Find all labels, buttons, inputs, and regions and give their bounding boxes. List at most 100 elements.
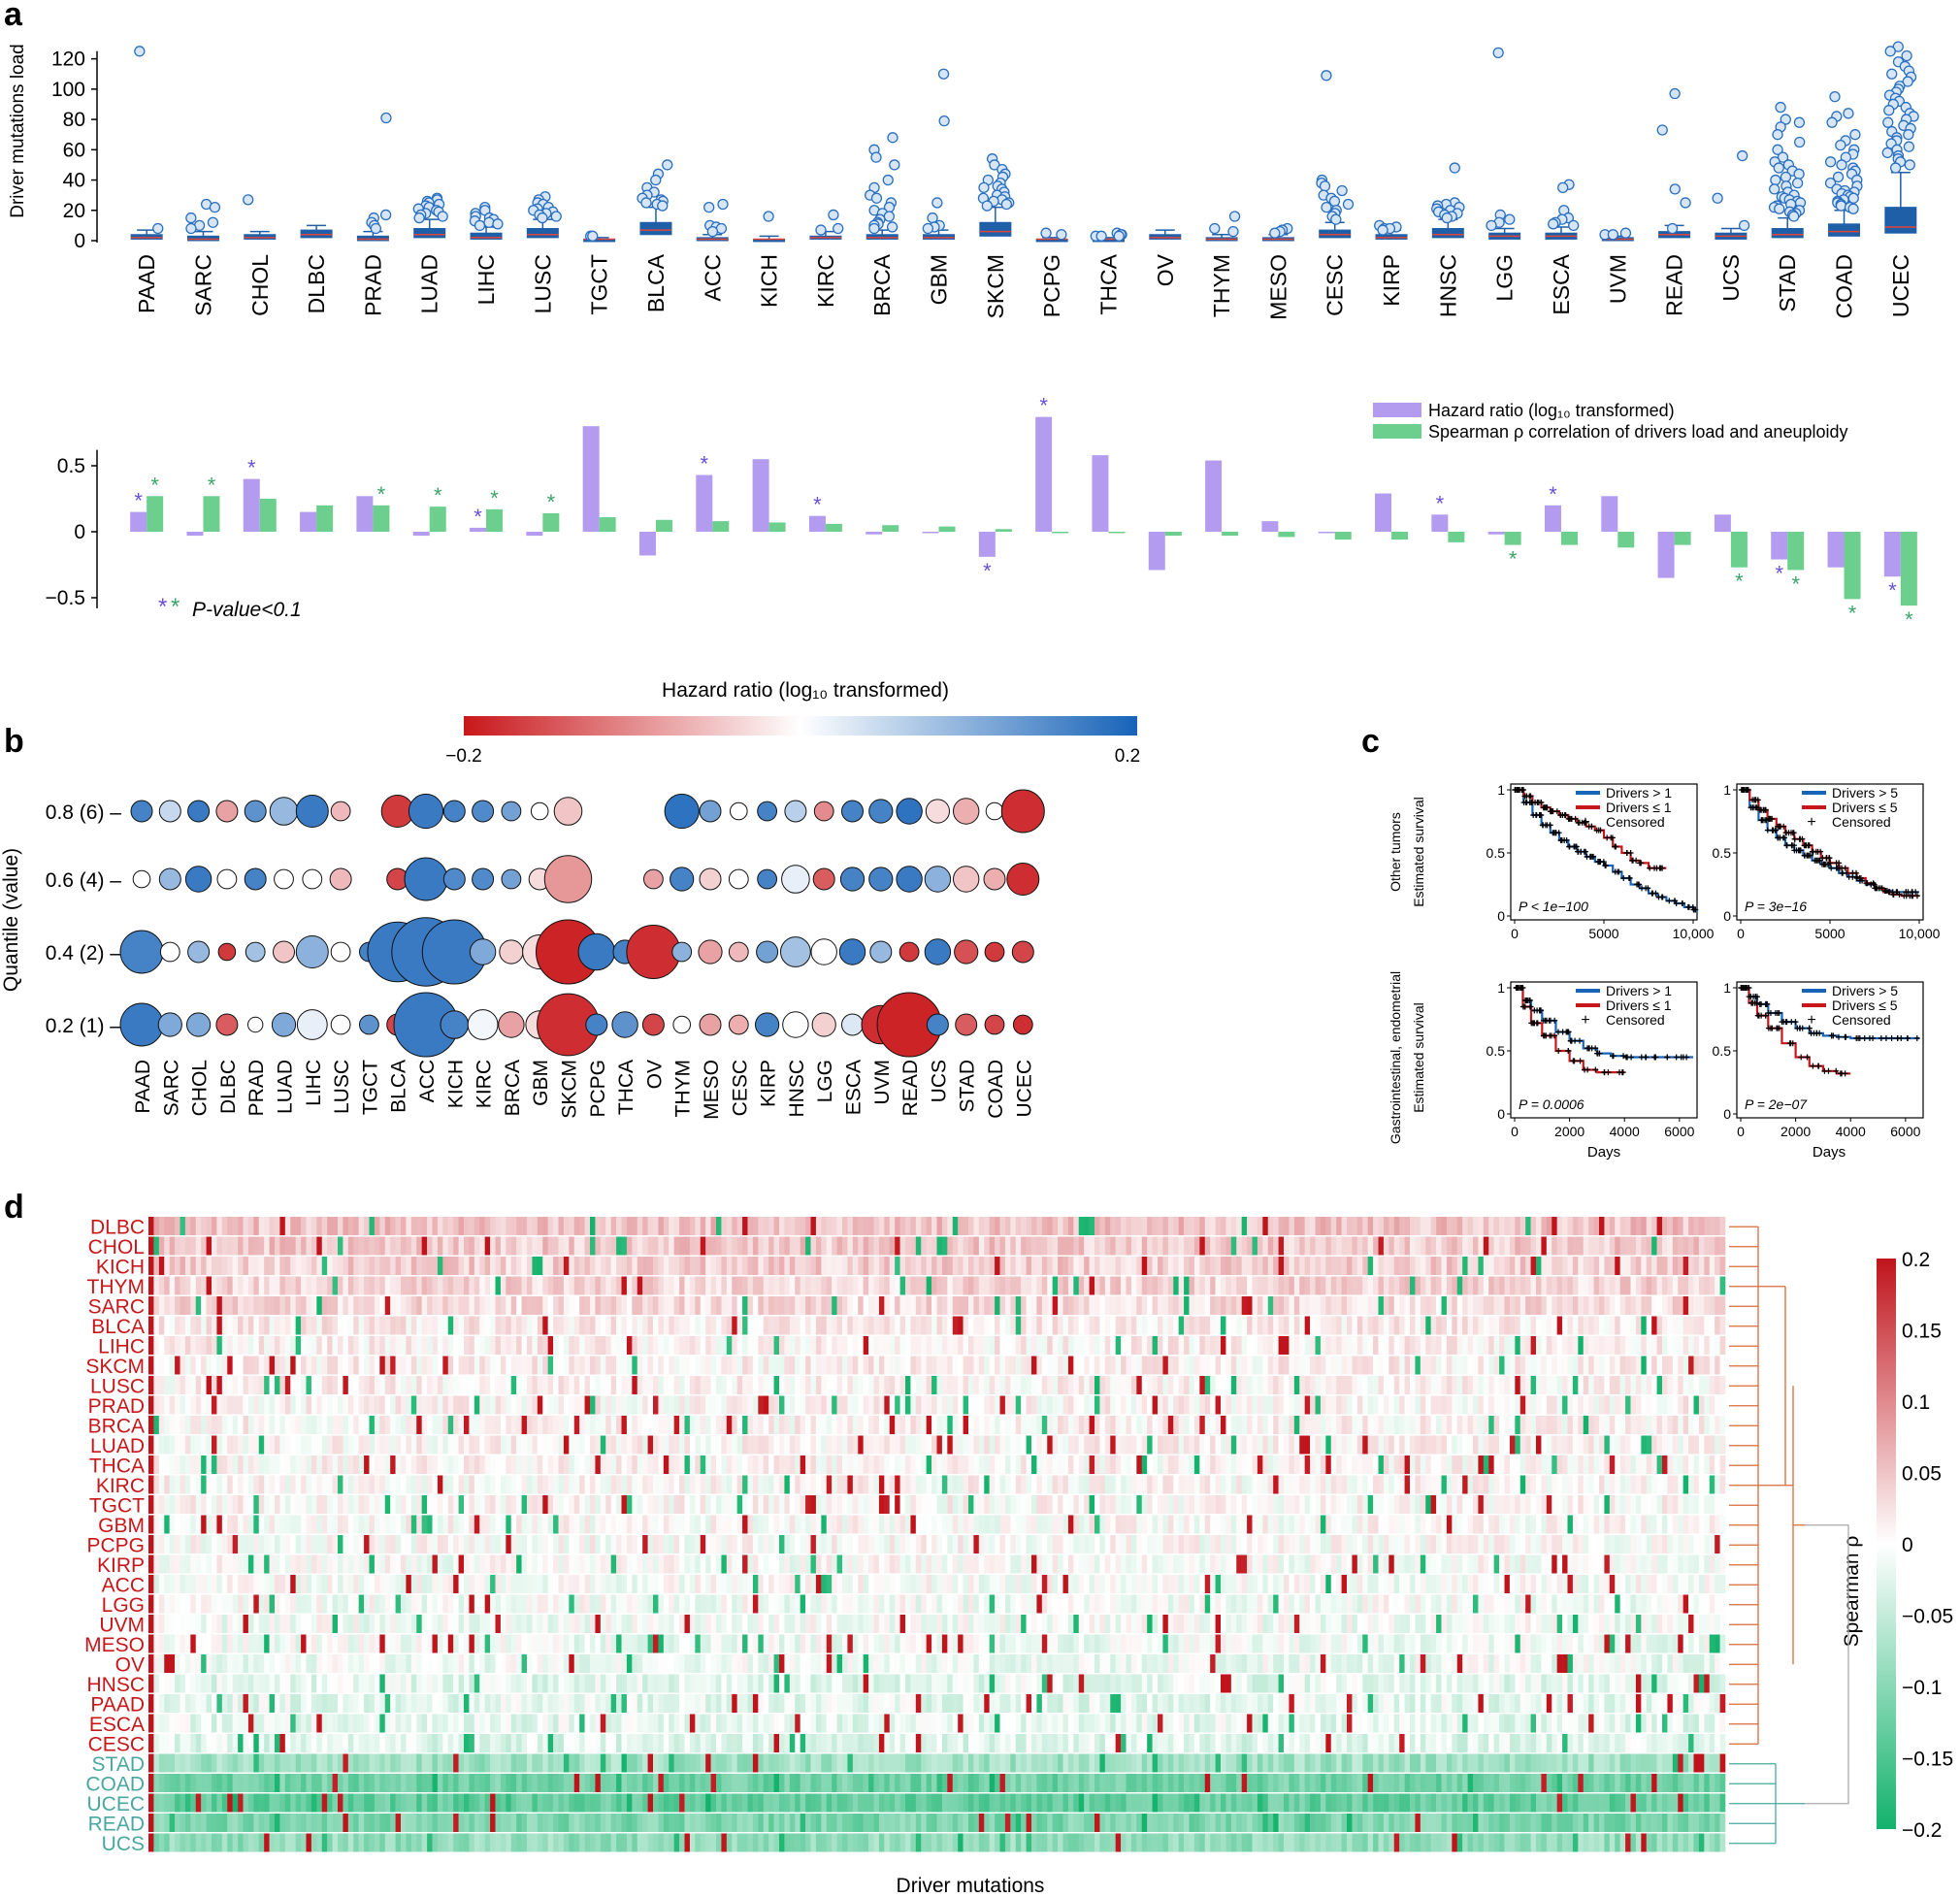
d-cell — [653, 1316, 659, 1335]
d-cell — [863, 1236, 869, 1256]
d-cell — [232, 1416, 239, 1434]
d-cell — [327, 1276, 333, 1295]
d-cell — [1641, 1236, 1648, 1256]
d-cell — [1609, 1296, 1616, 1315]
d-cell — [1651, 1236, 1657, 1256]
d-cell — [327, 1296, 333, 1315]
d-cell — [610, 1376, 617, 1394]
d-cell — [474, 1356, 480, 1375]
d-cell — [995, 1217, 1000, 1235]
d-cell — [1267, 1236, 1274, 1256]
d-cell — [1252, 1296, 1258, 1315]
d-cell — [484, 1296, 491, 1315]
d-cell — [284, 1296, 291, 1315]
d-cell — [1715, 1257, 1720, 1275]
d-cell — [1604, 1376, 1611, 1394]
a-bar-star: * — [1905, 607, 1913, 632]
d-cell — [327, 1416, 333, 1434]
d-cell — [1552, 1376, 1557, 1394]
d-cell — [195, 1435, 202, 1455]
d-cell — [1425, 1296, 1431, 1315]
d-cell — [658, 1416, 665, 1434]
d-cell — [1467, 1336, 1474, 1355]
d-cell — [158, 1356, 165, 1375]
d-cell — [1473, 1356, 1479, 1375]
c-row1-label: Other tumors — [1388, 812, 1403, 892]
d-cell — [516, 1435, 522, 1455]
d-cell — [1293, 1416, 1300, 1434]
d-cell — [1473, 1296, 1479, 1315]
d-cell — [1293, 1276, 1300, 1295]
d-cell — [1410, 1217, 1416, 1235]
d-cell — [1052, 1356, 1059, 1375]
d-cell — [1641, 1316, 1648, 1335]
d-cell — [343, 1236, 349, 1256]
d-cell — [621, 1356, 628, 1375]
d-cell — [573, 1236, 580, 1256]
d-cell — [1378, 1356, 1385, 1375]
d-cell — [700, 1336, 706, 1355]
d-cell — [1388, 1316, 1395, 1335]
a-box-outlier — [889, 159, 900, 171]
d-cell — [1399, 1356, 1405, 1375]
d-cell — [347, 1296, 354, 1315]
d-cell — [858, 1296, 864, 1315]
d-cell — [1047, 1296, 1053, 1315]
d-cell — [679, 1276, 685, 1295]
c-censor-mark — [1566, 843, 1573, 850]
d-cell — [1126, 1296, 1132, 1315]
d-cell — [148, 1435, 154, 1455]
d-cell — [1236, 1217, 1242, 1235]
d-cell — [1178, 1257, 1185, 1275]
d-cell — [164, 1376, 170, 1394]
a-bar-hazard — [752, 459, 769, 532]
d-cell — [1325, 1316, 1332, 1335]
d-cell — [590, 1356, 596, 1375]
d-cell — [332, 1276, 339, 1295]
b-bubble — [330, 1014, 351, 1035]
d-cell — [710, 1276, 717, 1295]
d-cell — [663, 1395, 670, 1415]
d-cell — [269, 1395, 276, 1415]
d-cell — [1193, 1236, 1200, 1256]
d-cell — [447, 1296, 454, 1315]
d-cell — [1257, 1376, 1263, 1394]
d-cell — [789, 1296, 796, 1315]
d-cell — [1330, 1316, 1337, 1335]
d-cell — [479, 1296, 485, 1315]
d-cell — [1651, 1395, 1657, 1415]
d-cell — [768, 1296, 774, 1315]
d-cell — [1031, 1435, 1037, 1455]
d-cell — [1383, 1296, 1389, 1315]
d-cell — [752, 1257, 759, 1275]
d-cell — [190, 1236, 197, 1256]
d-cell — [695, 1217, 702, 1235]
d-cell — [358, 1236, 365, 1256]
d-cell — [1284, 1416, 1290, 1434]
d-row — [148, 1217, 1726, 1235]
d-cell — [321, 1376, 328, 1394]
b-column-label: COAD — [985, 1060, 1007, 1119]
d-cell — [569, 1416, 575, 1434]
d-cell — [563, 1336, 570, 1355]
d-cell — [679, 1316, 685, 1335]
d-cell — [1067, 1257, 1074, 1275]
d-cell — [1630, 1416, 1637, 1434]
d-cell — [800, 1336, 806, 1355]
d-cell — [379, 1376, 386, 1394]
d-cell — [763, 1336, 769, 1355]
d-cell — [1241, 1416, 1248, 1434]
d-cell — [684, 1316, 691, 1335]
d-cell — [1062, 1376, 1069, 1394]
d-cell — [1619, 1316, 1626, 1335]
d-cell — [616, 1236, 622, 1256]
d-cell — [1625, 1296, 1631, 1315]
d-cell — [936, 1296, 943, 1315]
b-column-label: LIHC — [303, 1060, 325, 1106]
d-cell — [516, 1395, 522, 1415]
d-cell — [1241, 1296, 1248, 1315]
d-cell — [1199, 1236, 1206, 1256]
d-cell — [679, 1376, 685, 1394]
a-box-outlier — [887, 132, 898, 144]
d-cell — [968, 1435, 974, 1455]
